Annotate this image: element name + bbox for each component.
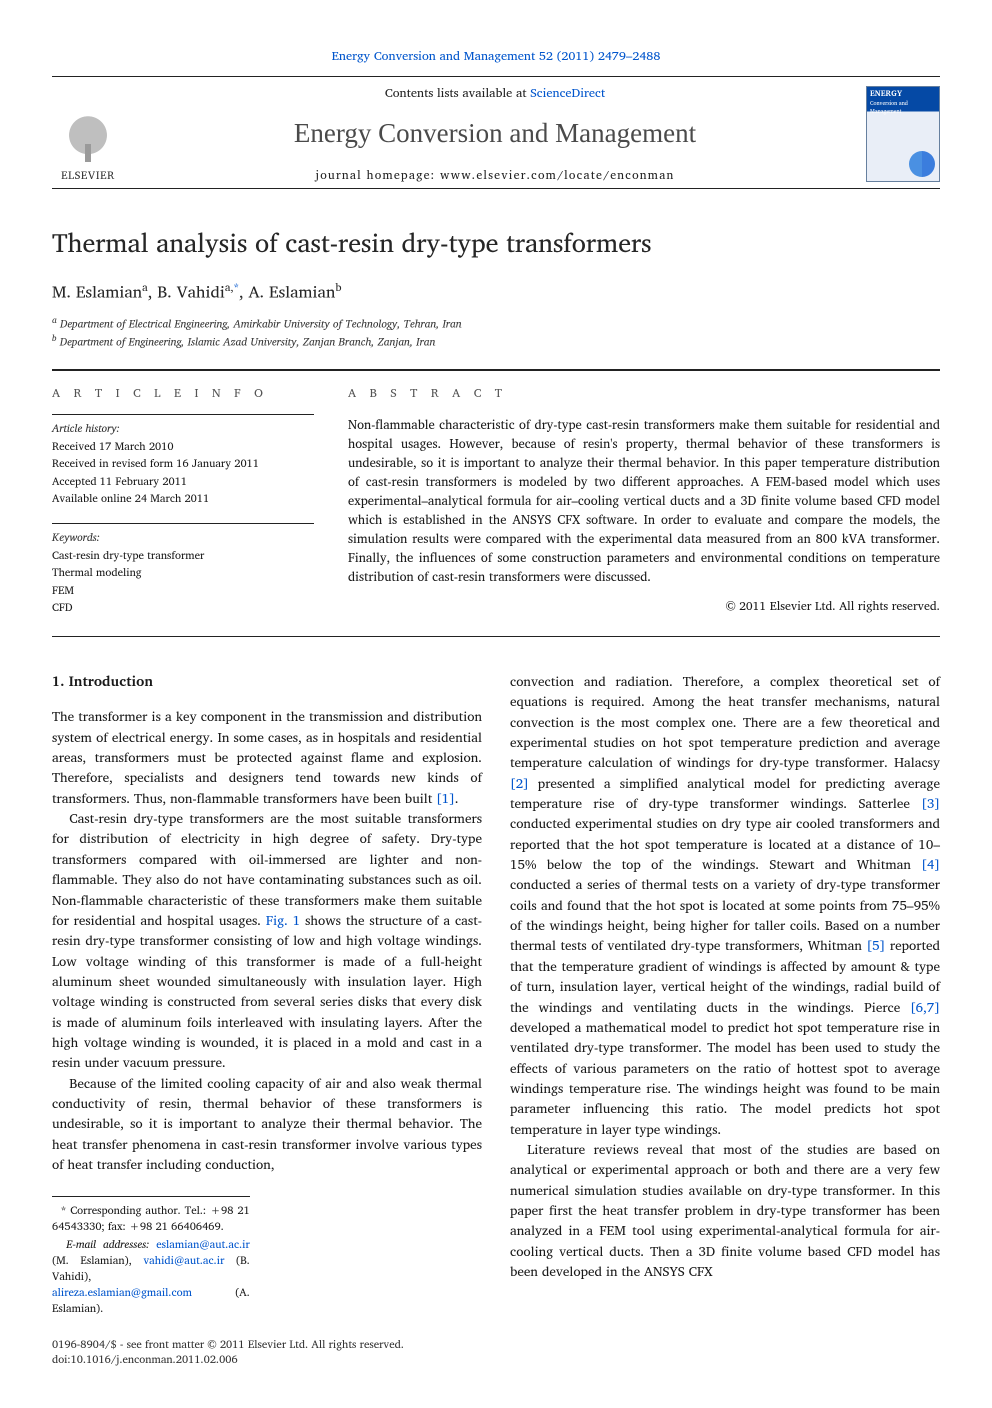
- article-info-column: A R T I C L E I N F O Article history: R…: [52, 371, 314, 618]
- author-1: M. Eslamian: [52, 278, 142, 305]
- keyword-4: CFD: [52, 600, 314, 616]
- email-addresses: E-mail addresses: eslamian@aut.ac.ir (M.…: [52, 1237, 250, 1317]
- para-5: Literature reviews reveal that most of t…: [510, 1139, 940, 1281]
- keyword-3: FEM: [52, 583, 314, 599]
- abstract-text: Non-flammable characteristic of dry-type…: [348, 415, 940, 586]
- section-heading-1: 1. Introduction: [52, 671, 482, 692]
- keyword-1: Cast-resin dry-type transformer: [52, 548, 314, 564]
- ref-2-link[interactable]: [2]: [510, 772, 529, 794]
- front-matter-note: 0196-8904/$ - see front matter © 2011 El…: [52, 1337, 940, 1368]
- divider-bottom: [52, 636, 940, 637]
- para-1: The transformer is a key component in th…: [52, 706, 482, 808]
- keyword-2: Thermal modeling: [52, 565, 314, 581]
- article-info-heading: A R T I C L E I N F O: [52, 385, 314, 402]
- history-revised: Received in revised form 16 January 2011: [52, 456, 314, 472]
- corresponding-author-link[interactable]: *: [234, 278, 240, 296]
- article-body: 1. Introduction The transformer is a key…: [52, 671, 940, 1319]
- info-abstract-row: A R T I C L E I N F O Article history: R…: [52, 370, 940, 618]
- affiliations: a Department of Electrical Engineering, …: [52, 314, 940, 351]
- elsevier-tree-icon: [60, 110, 116, 166]
- publisher-logo: ELSEVIER: [52, 85, 124, 184]
- ref-4-link[interactable]: [4]: [921, 853, 940, 875]
- abstract-copyright: © 2011 Elsevier Ltd. All rights reserved…: [348, 598, 940, 616]
- author-1-aff: a: [142, 278, 148, 296]
- history-accepted: Accepted 11 February 2011: [52, 474, 314, 490]
- journal-cover-thumbnail: ENERGY Conversion and Management: [866, 86, 940, 182]
- history-label: Article history:: [52, 421, 314, 437]
- author-2-aff: a,*: [225, 278, 239, 296]
- body-column-right: convection and radiation. Therefore, a c…: [510, 671, 940, 1319]
- footnotes: * Corresponding author. Tel.: +98 21 645…: [52, 1196, 250, 1317]
- info-rule-2: [52, 523, 314, 524]
- history-online: Available online 24 March 2011: [52, 491, 314, 507]
- author-3: A. Eslamian: [248, 278, 335, 305]
- para-4: convection and radiation. Therefore, a c…: [510, 671, 940, 1139]
- article-title: Thermal analysis of cast-resin dry-type …: [52, 225, 940, 262]
- cover-title: ENERGY Conversion and Management: [867, 87, 939, 111]
- front-matter-line-1: 0196-8904/$ - see front matter © 2011 El…: [52, 1337, 940, 1352]
- author-2: B. Vahidi: [157, 278, 225, 305]
- history-received: Received 17 March 2010: [52, 439, 314, 455]
- ref-6-7-link[interactable]: [6,7]: [910, 996, 940, 1018]
- ref-5-link[interactable]: [5]: [867, 934, 886, 956]
- contents-available: Contents lists available at ScienceDirec…: [134, 85, 856, 103]
- corresponding-note: * Corresponding author. Tel.: +98 21 645…: [52, 1203, 250, 1235]
- abstract-heading: A B S T R A C T: [348, 385, 940, 403]
- affiliation-b: b Department of Engineering, Islamic Aza…: [52, 332, 940, 351]
- journal-citation: Energy Conversion and Management 52 (201…: [52, 48, 940, 66]
- body-column-left: 1. Introduction The transformer is a key…: [52, 671, 482, 1319]
- abstract-column: A B S T R A C T Non-flammable characteri…: [348, 371, 940, 618]
- doi-line: doi:10.1016/j.enconman.2011.02.006: [52, 1352, 940, 1367]
- para-3: Because of the limited cooling capacity …: [52, 1073, 482, 1175]
- fig-1-link[interactable]: Fig. 1: [266, 909, 300, 931]
- keywords-label: Keywords:: [52, 530, 314, 546]
- affiliation-a: a Department of Electrical Engineering, …: [52, 314, 940, 333]
- ref-1-link[interactable]: [1]: [436, 787, 455, 809]
- email-2-link[interactable]: vahidi@aut.ac.ir: [143, 1251, 224, 1269]
- journal-citation-link[interactable]: Energy Conversion and Management 52 (201…: [332, 46, 661, 66]
- para-2: Cast-resin dry-type transformers are the…: [52, 808, 482, 1072]
- journal-name: Energy Conversion and Management: [134, 114, 856, 152]
- info-rule-1: [52, 414, 314, 415]
- author-3-aff: b: [335, 278, 341, 296]
- publisher-name: ELSEVIER: [61, 168, 115, 184]
- banner-center: Contents lists available at ScienceDirec…: [134, 85, 856, 184]
- ref-3-link[interactable]: [3]: [921, 792, 940, 814]
- contents-prefix: Contents lists available at: [385, 83, 530, 103]
- journal-banner: ELSEVIER Contents lists available at Sci…: [52, 76, 940, 189]
- sciencedirect-link[interactable]: ScienceDirect: [530, 83, 605, 103]
- cover-body: [867, 112, 939, 182]
- authors-line: M. Eslamiana, B. Vahidia,*, A. Eslamianb: [52, 280, 940, 304]
- journal-homepage: journal homepage: www.elsevier.com/locat…: [134, 167, 856, 184]
